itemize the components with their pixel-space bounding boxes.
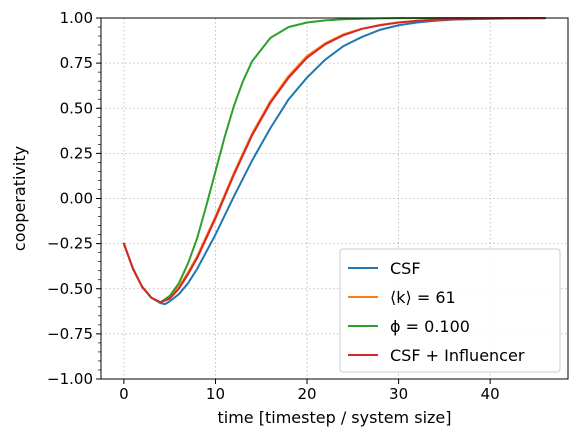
y-tick-label: 0.75 <box>60 54 93 72</box>
legend-label-1: ⟨k⟩ = 61 <box>390 288 456 307</box>
legend-box <box>339 248 561 373</box>
y-tick-label: 1.00 <box>60 9 93 27</box>
y-tick-label: 0.50 <box>60 99 93 117</box>
legend-label-2: ϕ = 0.100 <box>390 317 470 336</box>
x-tick-label: 20 <box>297 385 316 403</box>
y-axis-label: cooperativity <box>10 146 29 251</box>
series-line-3 <box>122 17 547 304</box>
axis-ticks: 0 10 20 30 40 −1.00 −0.75 −0.50 −0.25 0.00 0.25 0.5… <box>47 9 500 403</box>
y-tick-label: 0.25 <box>60 144 93 162</box>
legend: CSF ⟨k⟩ = 61 ϕ = 0.100 CSF + Influencer <box>339 248 561 373</box>
legend-label-3: CSF + Influencer <box>390 346 525 365</box>
y-tick-label: −0.25 <box>47 235 93 253</box>
x-tick-label: 30 <box>389 385 408 403</box>
y-tick-label: −1.00 <box>47 370 93 388</box>
legend-label-0: CSF <box>390 259 421 278</box>
x-axis-label: time [timestep / system size] <box>218 408 452 427</box>
y-tick-label: −0.75 <box>47 325 93 343</box>
x-tick-label: 10 <box>206 385 225 403</box>
y-tick-label: −0.50 <box>47 280 93 298</box>
x-tick-label: 40 <box>481 385 500 403</box>
y-tick-label: 0.00 <box>60 190 93 208</box>
x-tick-label: 0 <box>119 385 129 403</box>
legend-items: CSF ⟨k⟩ = 61 ϕ = 0.100 CSF + Influencer <box>348 259 525 365</box>
